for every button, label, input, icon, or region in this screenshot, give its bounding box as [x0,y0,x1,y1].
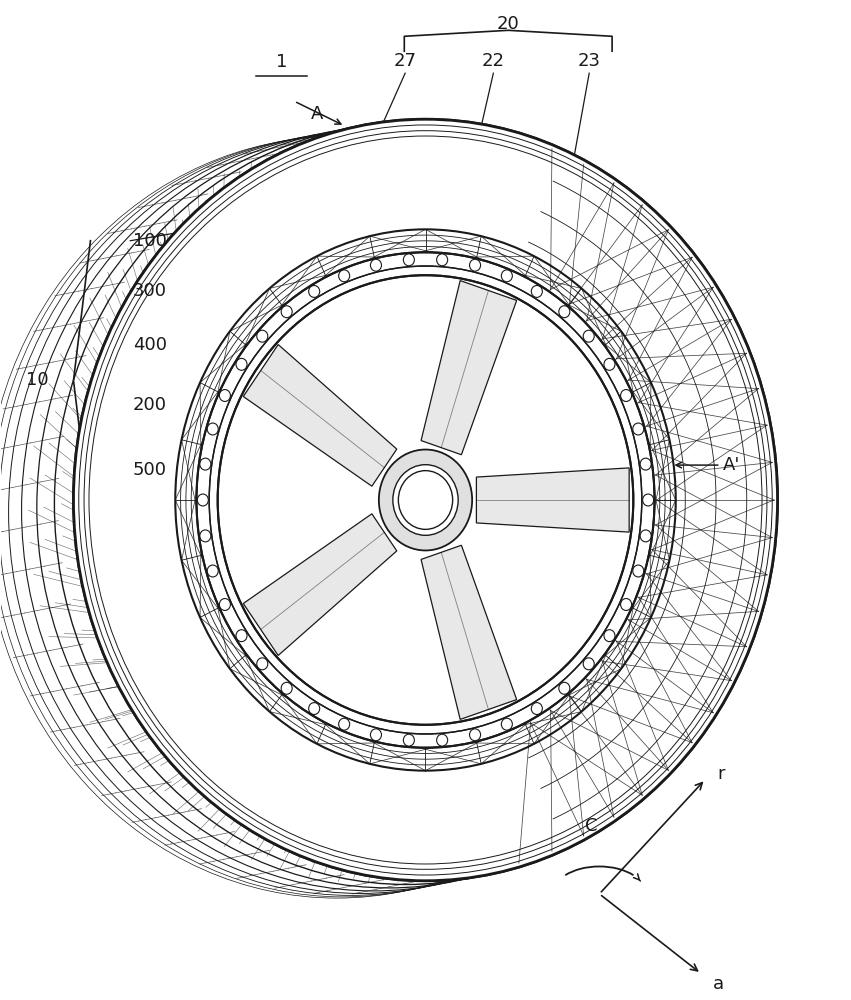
Text: 100: 100 [133,232,167,250]
Ellipse shape [437,734,448,746]
Ellipse shape [208,565,218,577]
Ellipse shape [208,423,218,435]
Ellipse shape [379,450,472,550]
Polygon shape [421,281,517,455]
Polygon shape [243,345,397,486]
Ellipse shape [620,599,631,610]
Ellipse shape [633,423,643,435]
Ellipse shape [403,254,414,266]
Ellipse shape [501,270,512,282]
Ellipse shape [640,530,651,542]
Ellipse shape [393,465,458,535]
Ellipse shape [531,285,542,297]
Text: 22: 22 [482,52,505,70]
Ellipse shape [583,658,594,670]
Ellipse shape [339,718,350,730]
Ellipse shape [218,275,633,725]
Ellipse shape [197,252,654,748]
Text: 27: 27 [394,52,417,70]
Ellipse shape [175,229,676,771]
Ellipse shape [559,682,570,694]
Text: 200: 200 [133,396,167,414]
Ellipse shape [281,682,292,694]
Text: 300: 300 [133,282,167,300]
Text: 20: 20 [497,15,520,33]
Ellipse shape [559,306,570,318]
Ellipse shape [531,703,542,715]
Ellipse shape [257,330,268,342]
Text: a: a [712,975,723,993]
Text: 500: 500 [133,461,167,479]
Text: 1: 1 [276,53,287,71]
Polygon shape [477,468,629,532]
Ellipse shape [604,358,615,370]
Ellipse shape [339,270,350,282]
Ellipse shape [309,703,320,715]
Ellipse shape [236,358,247,370]
Ellipse shape [220,390,231,401]
Polygon shape [243,514,397,655]
Ellipse shape [197,494,208,506]
Ellipse shape [370,729,381,741]
Ellipse shape [398,471,453,529]
Ellipse shape [200,458,211,470]
Ellipse shape [257,658,268,670]
Ellipse shape [633,565,643,577]
Text: C: C [585,817,597,835]
Ellipse shape [370,259,381,271]
Ellipse shape [640,458,651,470]
Ellipse shape [604,630,615,642]
Text: A: A [311,105,323,123]
Ellipse shape [236,630,247,642]
Ellipse shape [73,119,778,881]
Text: A': A' [722,456,740,474]
Polygon shape [421,545,517,719]
Ellipse shape [470,729,481,741]
Ellipse shape [583,330,594,342]
Ellipse shape [620,390,631,401]
Ellipse shape [281,306,292,318]
Ellipse shape [437,254,448,266]
Text: r: r [717,765,724,783]
Ellipse shape [220,599,231,610]
Text: 23: 23 [578,52,601,70]
Text: 10: 10 [26,371,49,389]
Ellipse shape [643,494,654,506]
Ellipse shape [501,718,512,730]
Ellipse shape [309,285,320,297]
Ellipse shape [200,530,211,542]
Ellipse shape [470,259,481,271]
Text: 400: 400 [133,336,167,354]
Ellipse shape [403,734,414,746]
